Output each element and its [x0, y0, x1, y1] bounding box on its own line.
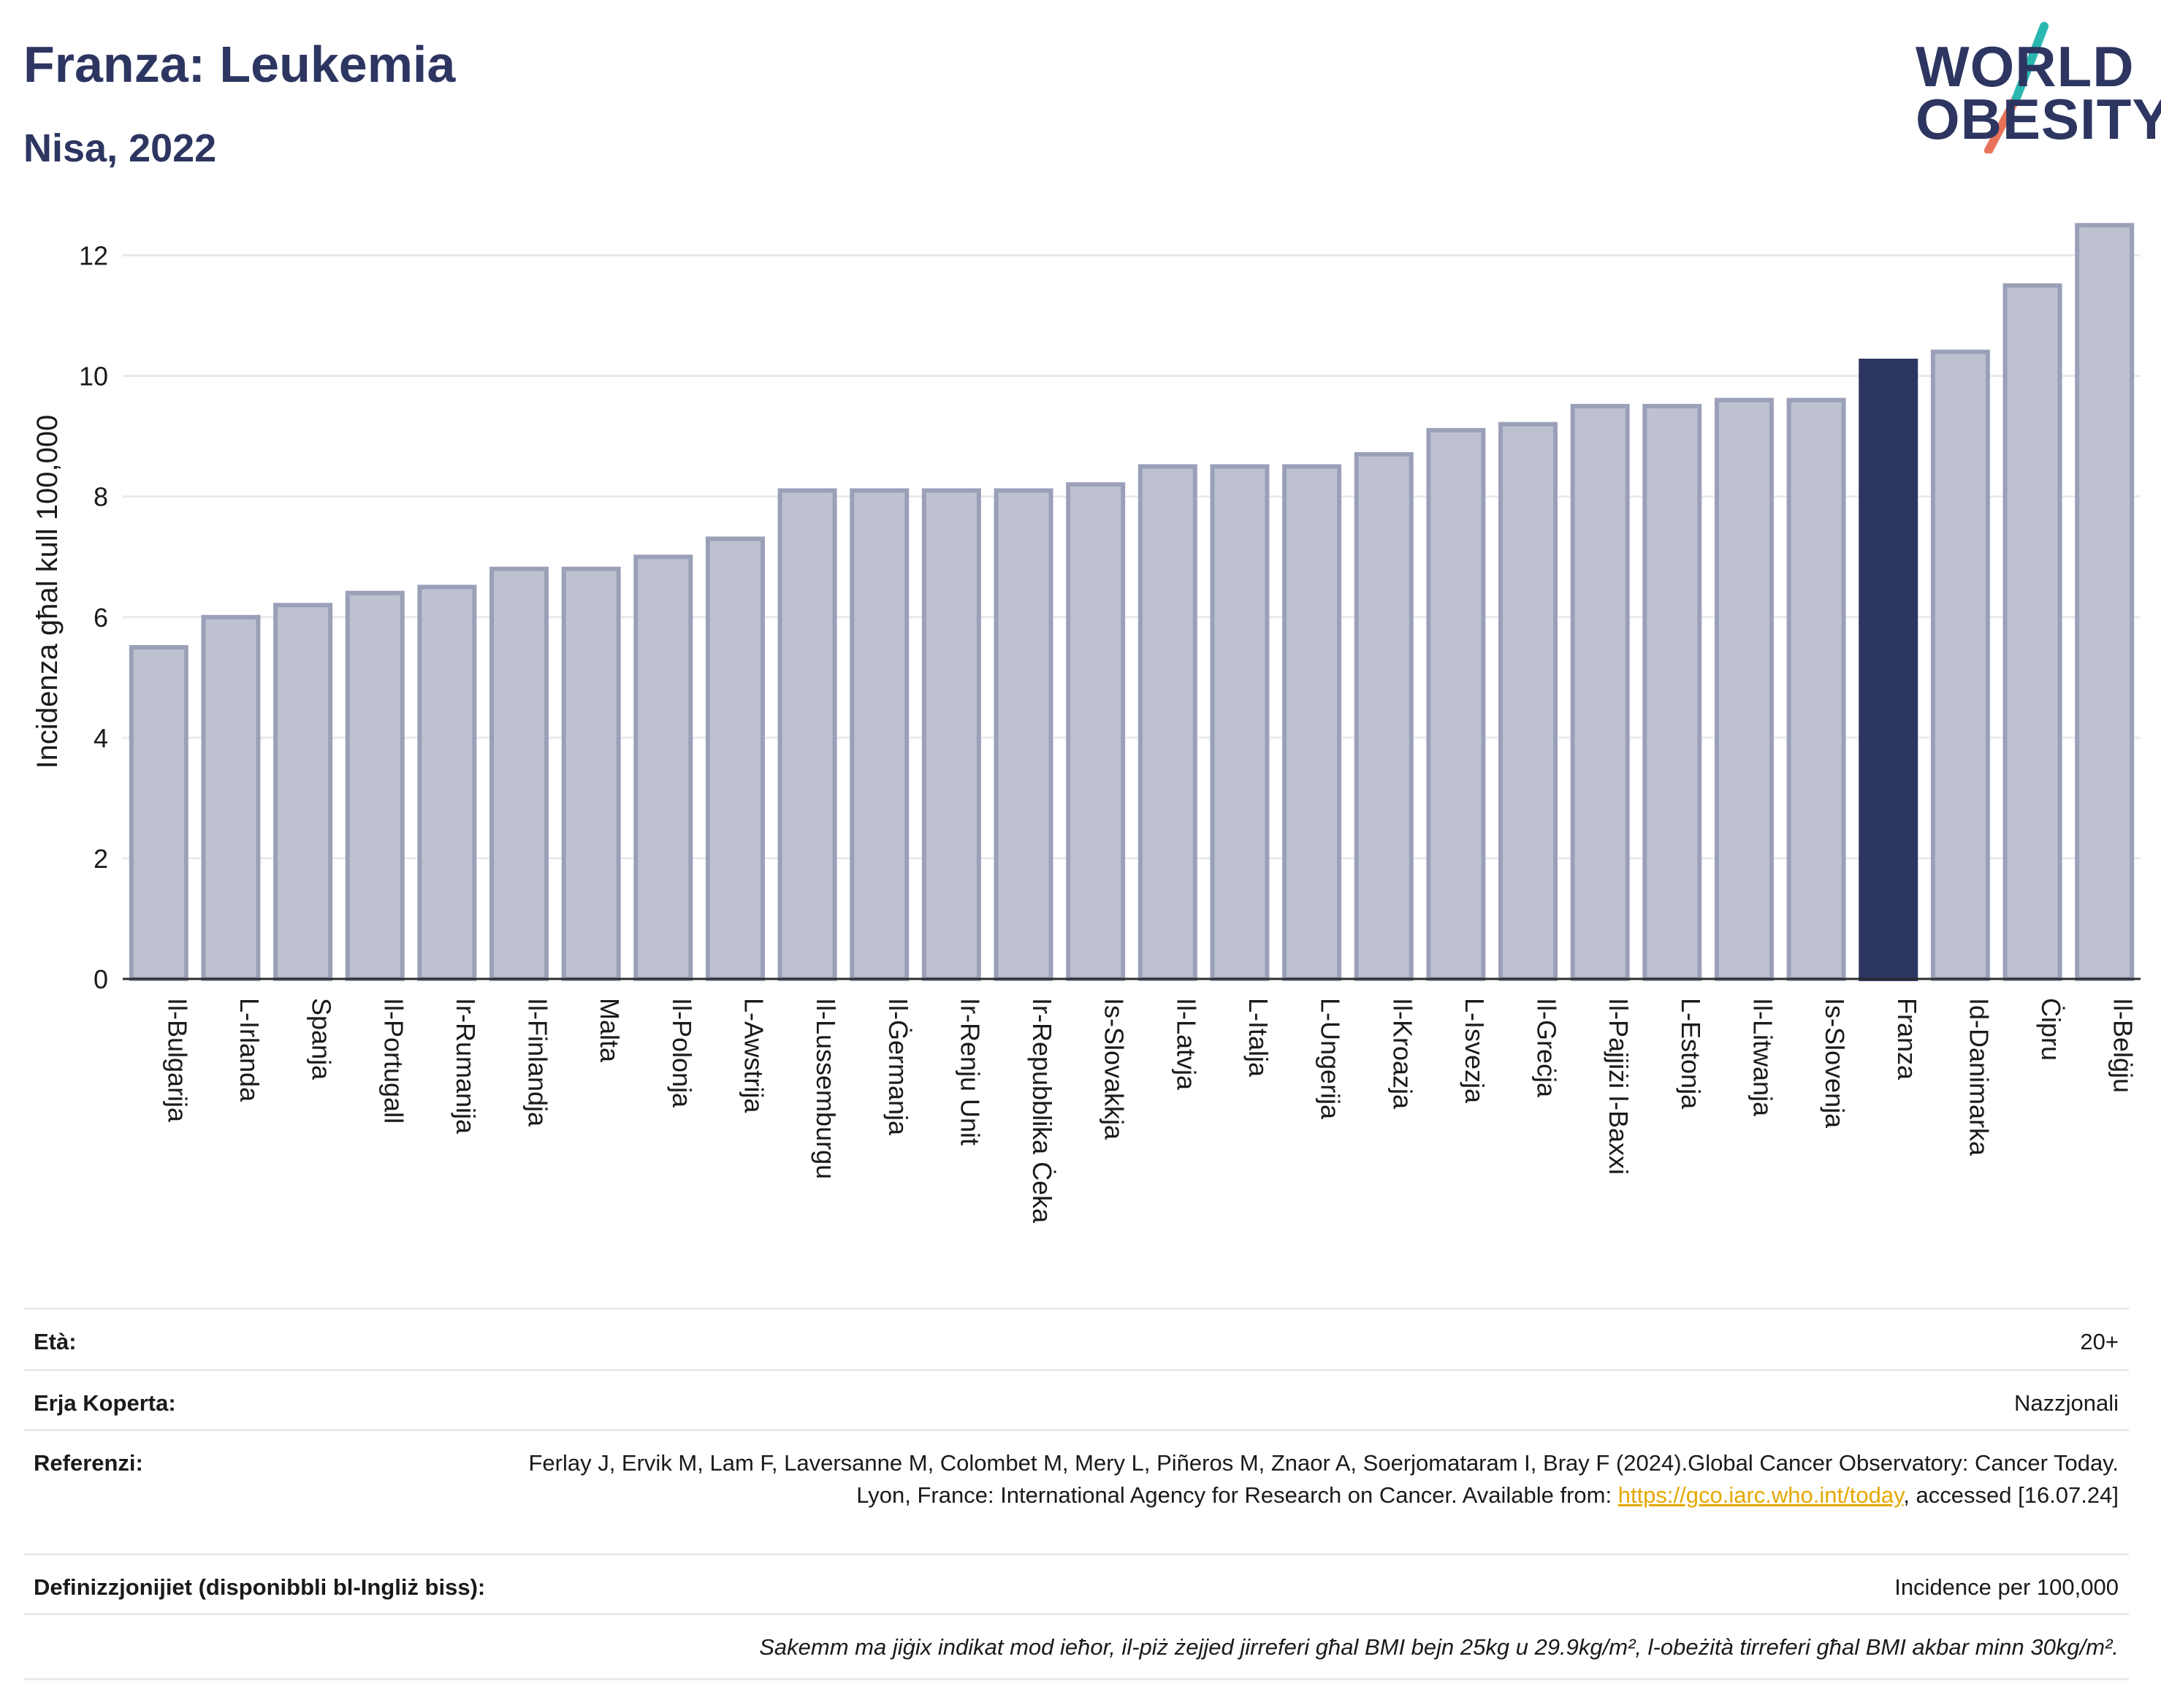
meta-row-definitions: Definizzjonijiet (disponibbli bl-Ingliż …	[23, 1553, 2129, 1613]
x-tick-label: Il-Bulgarija	[162, 998, 192, 1123]
bar-il-polonja	[633, 554, 693, 981]
logo-line1: WORLD	[1916, 34, 2135, 99]
y-tick-label: 6	[94, 603, 108, 633]
age-value: 20+	[2080, 1329, 2119, 1354]
bar-il-litwanja	[1714, 397, 1774, 982]
ref-text-2: , accessed [16.07.24]	[1903, 1482, 2119, 1508]
x-tick-label: Ir-Renju Unit	[955, 998, 985, 1145]
x-tick-label: Ir-Repubblika Ċeka	[1027, 998, 1057, 1224]
bar-chart: 0 2 4 6 8 10 12 Il-Bulgarija L-Irlanda Spanja Il-P…	[31, 223, 2141, 1224]
def-label: Definizzjonijiet (disponibbli bl-Ingliż …	[34, 1574, 486, 1600]
bar-il-latvja	[1137, 464, 1197, 981]
x-tick-label: Is-Slovakkja	[1099, 998, 1129, 1140]
bar-ir-rumanija	[417, 584, 477, 981]
bar-franza	[1859, 358, 1918, 981]
x-tick-label: Is-Slovenja	[1820, 998, 1850, 1129]
bar-l-italja	[1210, 464, 1270, 981]
x-tick-label: Il-Kroazja	[1387, 998, 1417, 1110]
bar-l-awstrija	[705, 536, 765, 981]
def-value: Incidence per 100,000	[1894, 1574, 2119, 1600]
bar-l-ungerija	[1282, 464, 1342, 981]
x-tick-label: Il-Portugall	[378, 998, 408, 1124]
page-subtitle: Nisa, 2022	[23, 126, 217, 170]
x-tick-label: L-Italja	[1243, 998, 1273, 1078]
x-tick-label: L-Irlanda	[235, 998, 264, 1102]
bar-spanja	[273, 603, 333, 981]
meta-row-references: Referenzi: Ferlay J, Ervik M, Lam F, Lav…	[23, 1429, 2129, 1553]
x-tick-label: Il-Belġju	[2108, 998, 2138, 1093]
bar-ir-renju-unit	[921, 488, 981, 981]
logo-slash-icon	[1984, 22, 2048, 153]
meta-row-area: Erja Koperta: Nazzjonali	[23, 1369, 2129, 1429]
x-tick-label: Il-Latvja	[1171, 998, 1201, 1091]
x-tick-label: Ir-Rumanija	[451, 998, 481, 1135]
x-tick-label: Il-Pajjiżi l-Baxxi	[1604, 998, 1634, 1175]
bar-il-lussemburgu	[777, 488, 837, 981]
y-axis-label: Incidenza għal kull 100,000	[31, 415, 64, 769]
y-tick-label: 12	[79, 241, 108, 271]
bar-il-ermanja	[850, 488, 910, 981]
bar-l-estonja	[1642, 403, 1702, 982]
ref-link[interactable]: https://gco.iarc.who.int/today	[1617, 1482, 1904, 1508]
bar-malta	[561, 566, 621, 981]
bar-il-gre-ja	[1498, 422, 1558, 981]
footnote: Sakemm ma jiġix indikat mod ieħor, il-pi…	[759, 1634, 2119, 1660]
x-tick-label: Id-Danimarka	[1964, 998, 1994, 1156]
bar-il-portugall	[345, 590, 405, 981]
x-tick-label: Il-Ġermanja	[883, 998, 913, 1136]
bar-il-bulgarija	[129, 645, 188, 981]
y-tick-label: 2	[94, 844, 108, 874]
bar-il-bel-ju	[2075, 223, 2135, 981]
bars	[129, 223, 2135, 982]
x-tick-label: Spanja	[307, 998, 337, 1080]
world-obesity-logo: WORLD OBESITY	[1907, 22, 2161, 153]
bar-is-slovenja	[1786, 397, 1846, 982]
bar-il-finlandja	[489, 566, 549, 981]
x-tick-label: L-Isvezja	[1460, 998, 1490, 1104]
page-title: Franza: Leukemia	[23, 36, 456, 93]
x-tick-label: Franza	[1892, 998, 1922, 1080]
bar-is-slovakkja	[1066, 482, 1126, 981]
bar-l-irlanda	[201, 614, 261, 981]
x-tick-label: Malta	[595, 998, 625, 1063]
area-label: Erja Koperta:	[34, 1390, 176, 1416]
meta-row-note: Sakemm ma jiġix indikat mod ieħor, il-pi…	[23, 1613, 2129, 1680]
logo-line2: OBESITY	[1916, 87, 2161, 151]
area-value: Nazzjonali	[2013, 1390, 2119, 1416]
bar-ir-repubblika-eka	[994, 488, 1053, 981]
x-tick-label: L-Awstrija	[739, 998, 769, 1113]
x-tick-label: Il-Polonja	[667, 998, 697, 1108]
x-tick-label: Il-Litwanja	[1748, 998, 1777, 1117]
x-tick-label: Il-Finlandja	[523, 998, 553, 1127]
x-tick-label: L-Estonja	[1676, 998, 1706, 1110]
x-tick-label: Ċipru	[2036, 998, 2066, 1061]
x-tick-label: Il-Greċja	[1532, 998, 1562, 1098]
y-tick-label: 8	[94, 482, 108, 512]
bar--ipru	[2002, 283, 2062, 982]
ref-text-1: Ferlay J, Ervik M, Lam F, Laversanne M, …	[528, 1450, 2119, 1508]
y-tick-label: 0	[94, 964, 108, 994]
bar-id-danimarka	[1930, 349, 1990, 982]
meta-row-age: Età: 20+	[23, 1308, 2129, 1369]
bar-il-pajji-i-l-baxxi	[1570, 403, 1630, 982]
x-tick-label: L-Ungerija	[1316, 998, 1346, 1120]
tick-labels: 0 2 4 6 8 10 12 Il-Bulgarija L-Irlanda Spanja Il-P…	[79, 241, 2138, 1224]
x-tick-label: Il-Lussemburgu	[811, 998, 841, 1179]
y-tick-label: 4	[94, 723, 108, 753]
bar-il-kroazja	[1354, 451, 1414, 981]
ref-value: Ferlay J, Ervik M, Lam F, Laversanne M, …	[511, 1447, 2119, 1511]
y-tick-label: 10	[79, 362, 108, 392]
ref-label: Referenzi:	[34, 1450, 143, 1476]
age-label: Età:	[34, 1329, 77, 1354]
metadata-table: Età: 20+ Erja Koperta: Nazzjonali Refere…	[23, 1308, 2129, 1680]
bar-l-isvezja	[1426, 427, 1486, 981]
